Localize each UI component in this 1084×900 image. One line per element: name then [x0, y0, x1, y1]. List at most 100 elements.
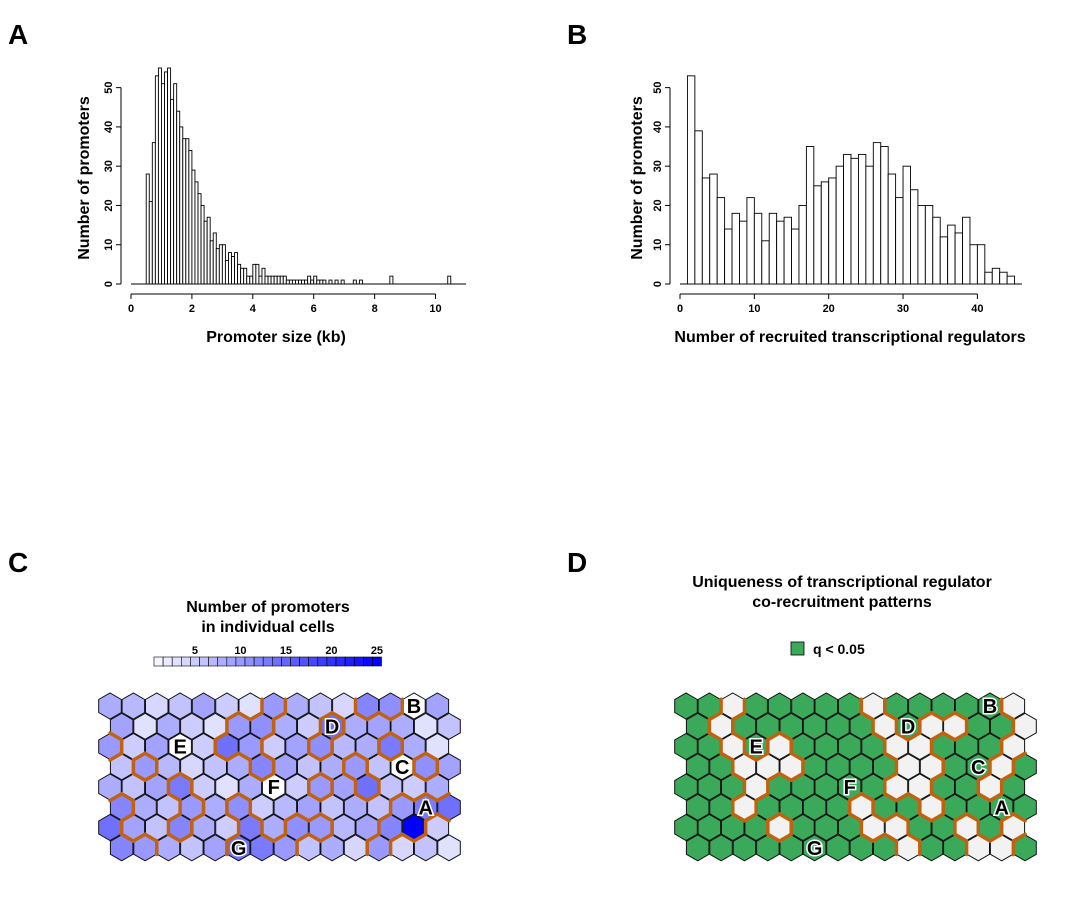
color-scale-cell [262, 656, 273, 667]
histogram-bar [895, 197, 904, 285]
map-title-line: Uniqueness of transcriptional regulator [692, 574, 992, 591]
x-tick-label: 0 [128, 303, 134, 315]
cluster-border [953, 731, 969, 742]
cluster-border [964, 812, 981, 823]
histogram-bar [746, 197, 755, 285]
cluster-label: B [983, 696, 997, 718]
histogram-bar [709, 173, 718, 285]
histogram-bar [761, 240, 770, 285]
cluster-border [988, 751, 1004, 762]
cluster-border [412, 751, 428, 762]
cluster-border [166, 832, 182, 843]
cluster-border [742, 812, 758, 823]
hex-cell [697, 773, 722, 801]
cluster-border [236, 792, 253, 803]
histogram-bar [316, 279, 321, 285]
cluster-border [318, 812, 334, 823]
histogram-bar [237, 263, 242, 285]
cluster-label: C [971, 757, 985, 779]
cluster-border [707, 731, 723, 742]
cluster-label: E [749, 737, 762, 759]
histogram-bar [865, 165, 874, 285]
som-map-uniqueness: B D E C F A G Uniqueness of transcriptional reg… [674, 574, 1037, 862]
histogram-bar [276, 275, 281, 285]
cluster-border [894, 812, 910, 823]
cluster-border [929, 751, 945, 762]
histogram-bar [206, 216, 211, 285]
hex-cell [133, 712, 157, 740]
cluster-border [871, 832, 887, 843]
cluster-label: G [231, 838, 247, 860]
panel-label-d: D [567, 547, 587, 578]
cluster-border [789, 751, 805, 762]
cluster-border [1011, 751, 1027, 762]
x-tick-label: 30 [897, 303, 909, 315]
map-title-line: co-recruitment patterns [752, 594, 932, 611]
y-tick-label: 50 [103, 82, 115, 94]
histogram-bar [962, 216, 971, 285]
cluster-border [318, 792, 334, 803]
color-scale-cell [208, 656, 219, 667]
cluster-border [353, 751, 369, 762]
hex-cell [826, 834, 850, 862]
y-axis-title: Number of promoters [629, 96, 646, 260]
y-tick-label: 0 [103, 281, 115, 287]
histogram-bar [240, 267, 245, 285]
histogram-bar [273, 275, 278, 285]
hex-cell [814, 692, 839, 720]
histogram-bar [910, 189, 919, 285]
hex-cell [180, 712, 204, 740]
cluster-border [766, 731, 782, 742]
hex-cell [826, 753, 850, 781]
cluster-border [766, 812, 782, 823]
histogram-bar [334, 279, 339, 285]
cluster-border [412, 832, 428, 843]
color-scale-cell [217, 656, 228, 667]
histogram-promoter-size: 0 2 4 6 8 10 0 10 20 30 40 50 Promoter size (kb) Numb… [76, 67, 466, 346]
histogram-bar [252, 263, 257, 285]
hex-cell [685, 793, 710, 821]
histogram-bar [887, 173, 897, 285]
cluster-border [166, 771, 182, 782]
color-scale-cell [290, 656, 300, 667]
cluster-border [871, 812, 887, 823]
y-tick-label: 10 [652, 239, 664, 251]
histogram-bar [228, 252, 232, 285]
histogram-bar [805, 146, 815, 285]
x-tick-label: 10 [748, 303, 760, 315]
cluster-border [318, 751, 334, 762]
cluster-border [213, 751, 229, 762]
cluster-border [976, 771, 992, 782]
cluster-border [906, 792, 922, 803]
hex-cell [191, 692, 216, 720]
cluster-border [976, 792, 992, 803]
cluster-border [143, 771, 159, 782]
hex-cell [826, 712, 850, 740]
histogram-bar [843, 153, 852, 285]
cluster-border [236, 711, 253, 722]
histogram-bar [197, 193, 202, 285]
histogram-recruited-regulators: 0 10 20 30 40 0 10 20 30 40 50 Number of recruited … [629, 75, 1026, 346]
histogram-bar [161, 83, 165, 285]
histogram-bar [288, 279, 293, 285]
color-scale-label: 20 [325, 645, 337, 657]
cluster-border [190, 792, 206, 803]
cluster-border [307, 751, 323, 762]
cluster-border [731, 812, 747, 823]
cluster-border [166, 812, 182, 823]
histogram-bar [939, 236, 949, 285]
y-tick-label: 50 [652, 82, 664, 94]
cluster-border [342, 751, 358, 762]
cluster-border [307, 792, 323, 803]
cluster-label: A [994, 797, 1008, 819]
cluster-border [353, 792, 369, 803]
cluster-border [260, 731, 276, 742]
y-tick-label: 30 [652, 160, 664, 172]
cluster-border [377, 731, 393, 742]
cluster-border [307, 812, 323, 823]
cluster-border [918, 711, 934, 722]
cluster-border [318, 771, 334, 782]
histogram-bar [185, 138, 190, 285]
cluster-border [388, 832, 405, 843]
histogram-bar [255, 263, 260, 285]
